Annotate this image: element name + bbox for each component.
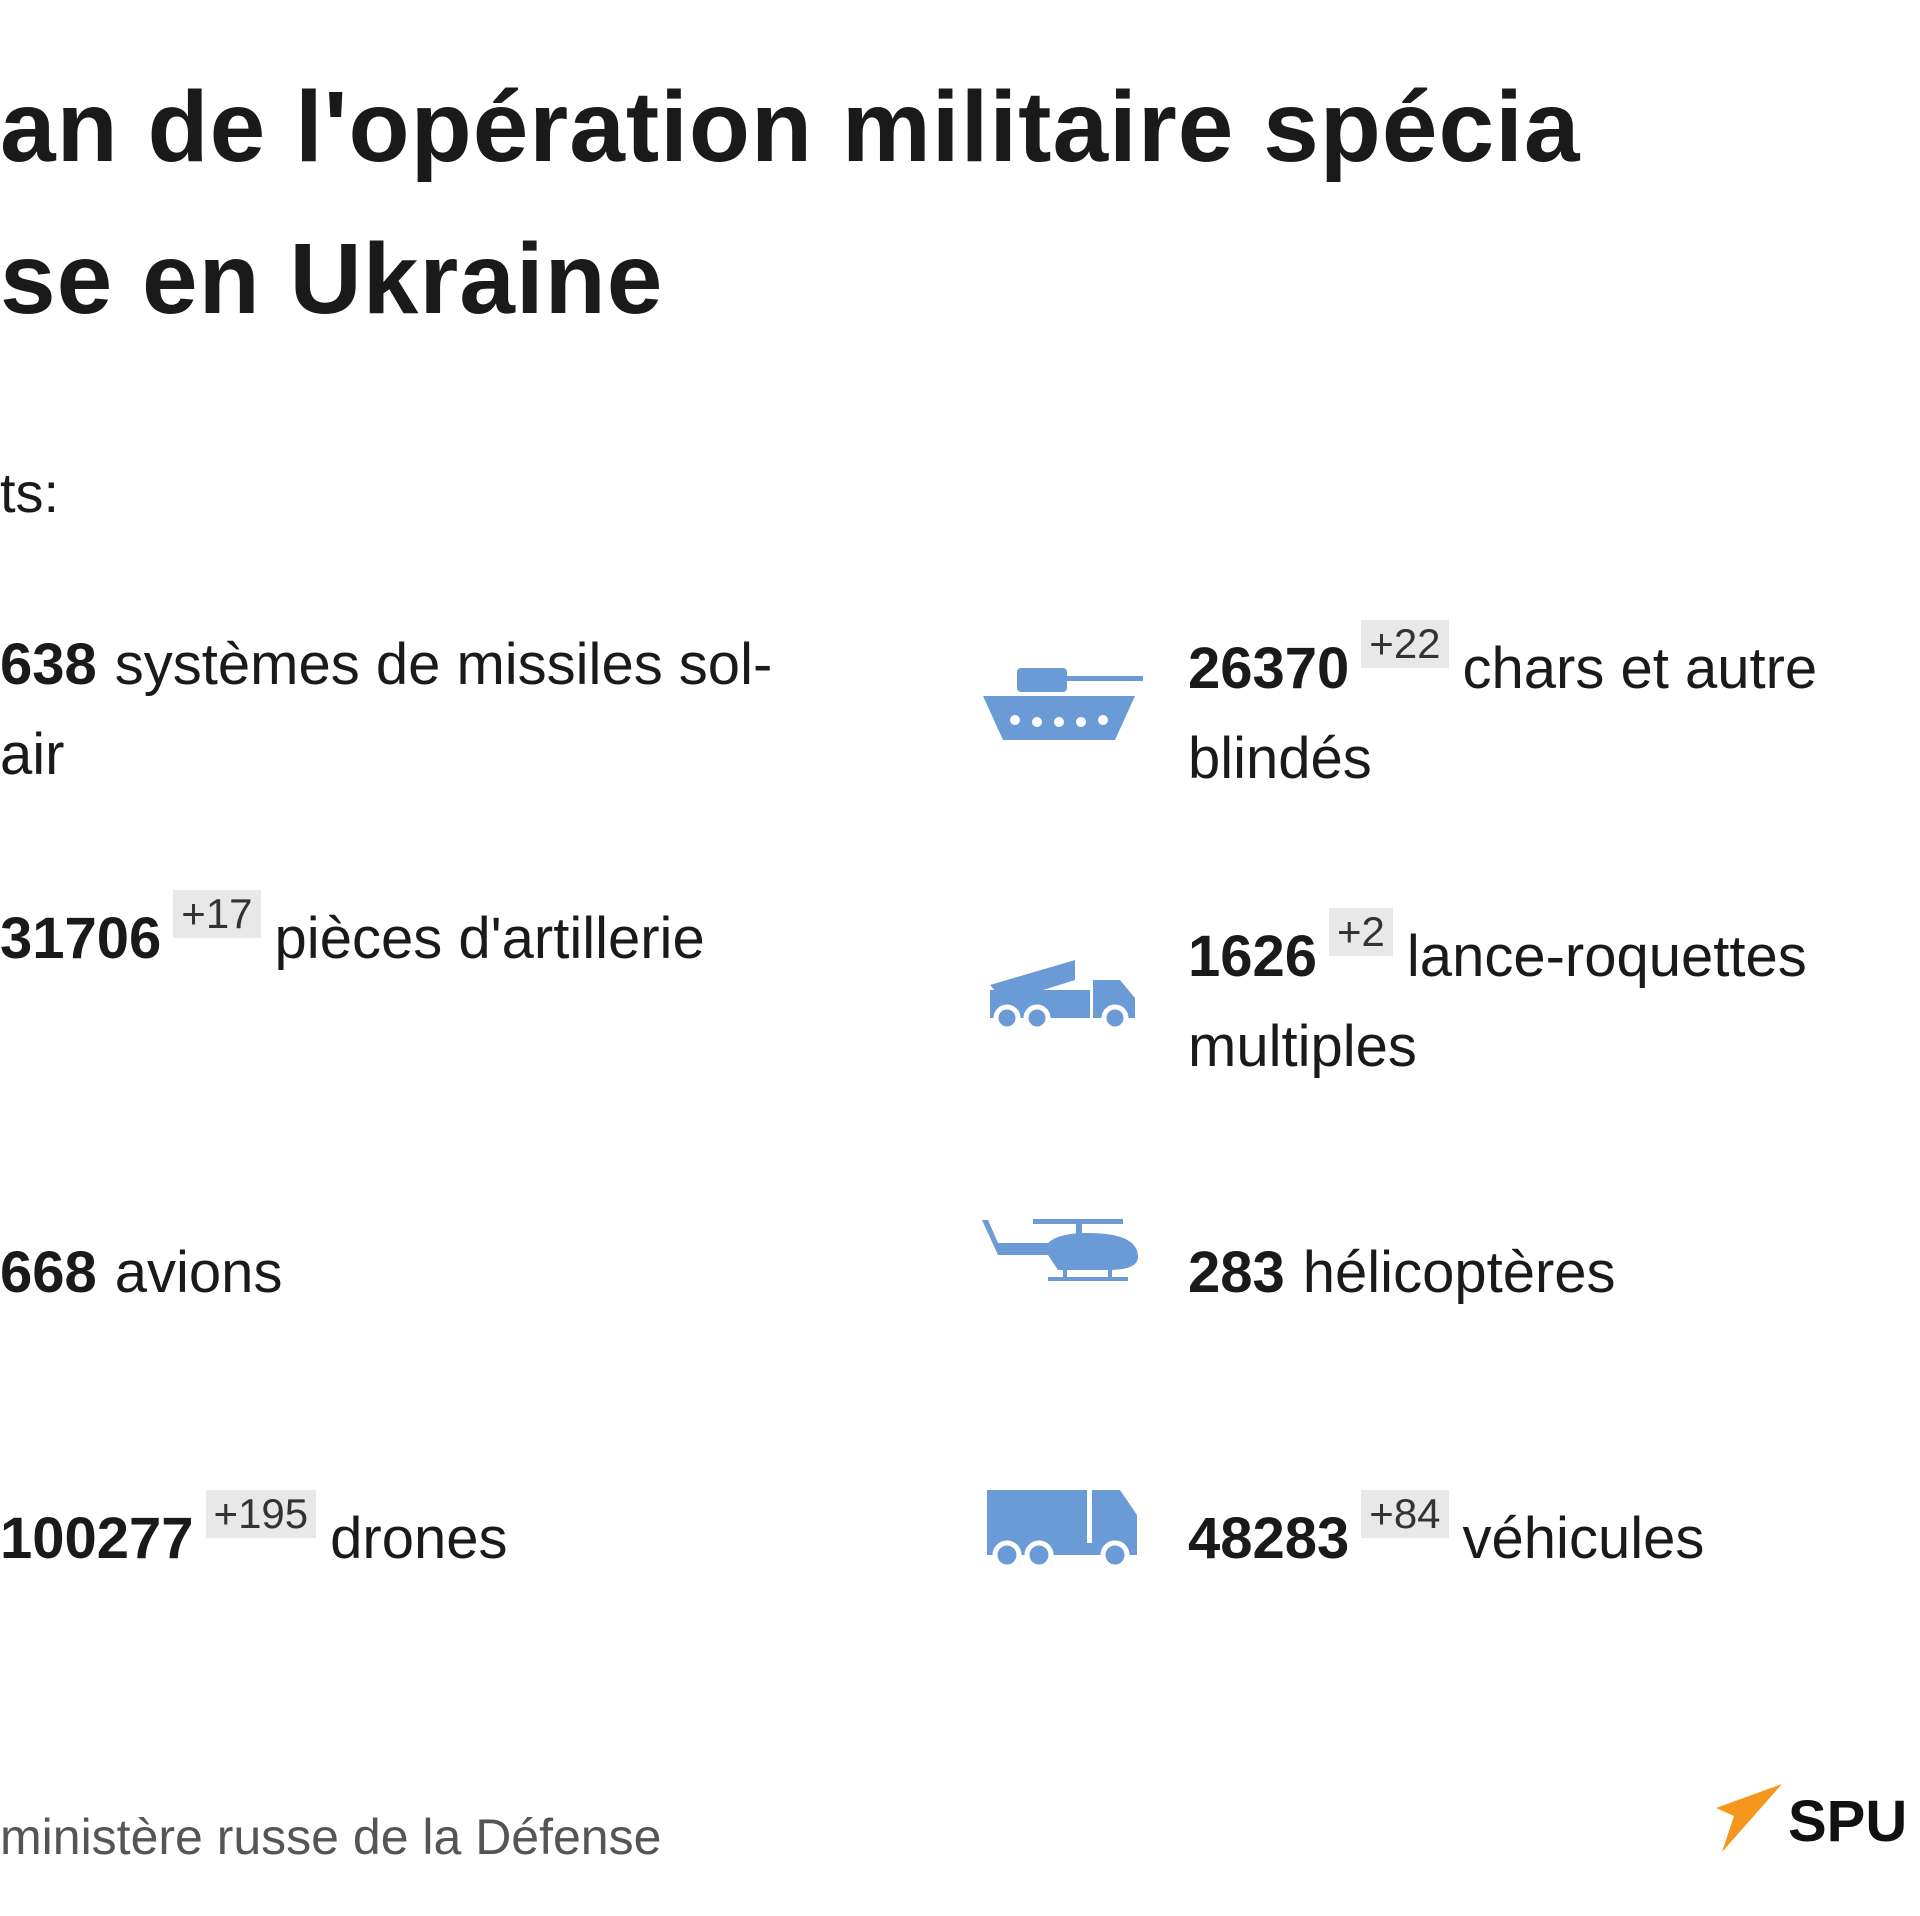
stat-line: 638 systèmes de missiles sol- xyxy=(0,620,772,710)
truck-icon xyxy=(987,1490,1137,1570)
stat-count: 668 xyxy=(0,1240,97,1305)
stat-delta: +22 xyxy=(1361,620,1449,668)
stat-label: systèmes de missiles sol- xyxy=(114,632,773,697)
stat-delta: +84 xyxy=(1361,1490,1449,1538)
stat-item: 668 avions xyxy=(0,1228,282,1318)
stat-label: drones xyxy=(330,1506,508,1571)
stat-count: 283 xyxy=(1188,1240,1285,1305)
subtitle: ts: xyxy=(0,461,60,524)
stat-line: 668 avions xyxy=(0,1228,282,1318)
stat-line: 1626 +2 lance-roquettes xyxy=(1188,908,1807,1002)
stat-item: 1626 +2 lance-roquettes multiples xyxy=(1188,908,1807,1092)
logo-mark xyxy=(1716,1784,1782,1852)
stat-count: 1626 xyxy=(1188,924,1318,989)
logo-text: SPU xyxy=(1788,1789,1908,1854)
stat-line: 48283 +84 véhicules xyxy=(1188,1490,1704,1584)
stat-item: 26370 +22 chars et autre blindés xyxy=(1188,620,1817,804)
stat-delta: +17 xyxy=(173,890,261,938)
rocket-launcher-icon xyxy=(990,960,1135,1030)
stat-item: 31706 +17 pièces d'artillerie xyxy=(0,890,705,984)
tank-icon xyxy=(983,668,1143,740)
stat-line: 31706 +17 pièces d'artillerie xyxy=(0,890,705,984)
stat-label: pièces d'artillerie xyxy=(274,906,705,971)
stat-delta: +195 xyxy=(205,1490,317,1538)
stat-delta: +2 xyxy=(1329,908,1393,956)
stat-label: blindés xyxy=(1188,726,1372,791)
stat-label: chars et autre xyxy=(1462,636,1818,701)
stat-line: 283 hélicoptères xyxy=(1188,1228,1616,1318)
stat-count: 48283 xyxy=(1188,1506,1350,1571)
title-line: an de l'opération militaire spécia xyxy=(0,71,1581,183)
stat-count: 100277 xyxy=(0,1506,194,1571)
stat-label: air xyxy=(0,722,65,787)
stat-label: véhicules xyxy=(1462,1506,1705,1571)
stat-line: 100277 +195 drones xyxy=(0,1490,508,1584)
stat-label: hélicoptères xyxy=(1302,1240,1616,1305)
stat-item: 638 systèmes de missiles sol-air xyxy=(0,620,772,800)
stat-label: avions xyxy=(114,1240,283,1305)
stat-label: lance-roquettes xyxy=(1406,924,1807,989)
stat-item: 283 hélicoptères xyxy=(1188,1228,1616,1318)
stat-item: 100277 +195 drones xyxy=(0,1490,508,1584)
source: ministère russe de la Défense xyxy=(0,1809,662,1865)
stat-count: 31706 xyxy=(0,906,162,971)
stat-count: 26370 xyxy=(1188,636,1350,701)
helicopter-icon xyxy=(982,1219,1138,1281)
stat-item: 48283 +84 véhicules xyxy=(1188,1490,1704,1584)
stat-count: 638 xyxy=(0,632,97,697)
stat-label: multiples xyxy=(1188,1014,1417,1079)
title-line: se en Ukraine xyxy=(0,223,664,335)
stat-line: 26370 +22 chars et autre xyxy=(1188,620,1817,714)
